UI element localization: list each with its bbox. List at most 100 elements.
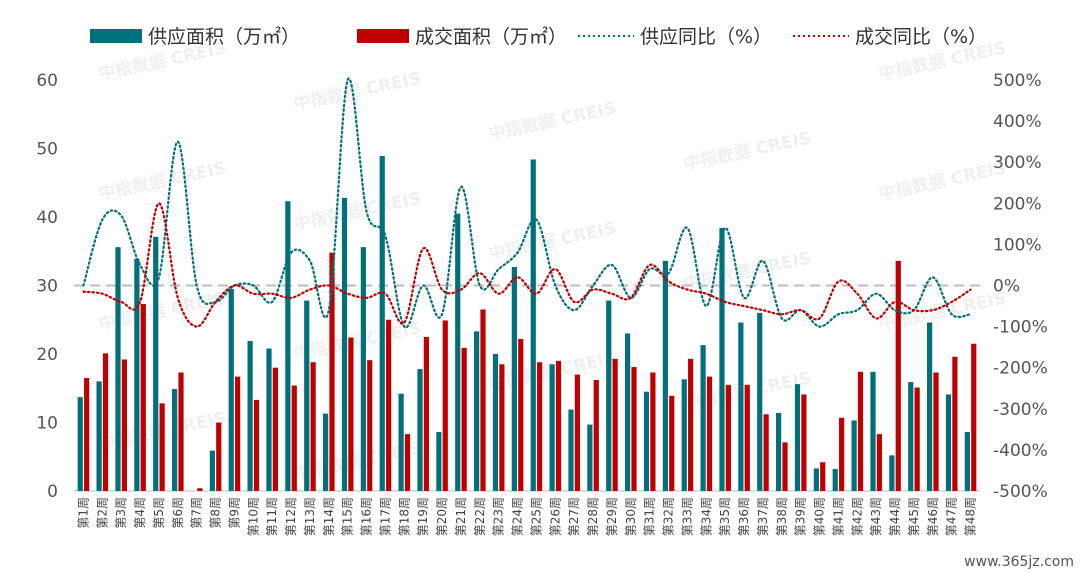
supply-bar bbox=[247, 340, 253, 491]
supply-bar bbox=[172, 388, 178, 491]
supply-bar bbox=[700, 345, 706, 491]
x-tick-label: 第25周 bbox=[529, 497, 543, 536]
deal-bar bbox=[933, 372, 939, 491]
x-tick-label: 第9周 bbox=[227, 497, 241, 529]
supply-bar bbox=[681, 379, 687, 491]
x-tick-label: 第17周 bbox=[378, 497, 392, 536]
x-tick-label: 第43周 bbox=[869, 497, 883, 536]
legend-entry: 供应同比（%） bbox=[578, 26, 772, 48]
deal-bar bbox=[820, 462, 826, 491]
watermark-text: 中指数据 CREIS bbox=[97, 157, 228, 205]
deal-bar bbox=[367, 360, 373, 491]
supply-bar bbox=[266, 348, 272, 491]
bars bbox=[77, 156, 977, 492]
supply-bar bbox=[304, 300, 310, 491]
deal-bar bbox=[442, 320, 448, 491]
supply-bar bbox=[323, 413, 329, 491]
supply-bar bbox=[96, 381, 102, 491]
deal-bar bbox=[253, 399, 260, 491]
supply-bar bbox=[360, 247, 366, 491]
supply-bar bbox=[625, 333, 631, 491]
deal-bar bbox=[461, 347, 467, 491]
site-label: www.365jz.com bbox=[964, 554, 1074, 570]
x-tick-label: 第1周 bbox=[76, 497, 90, 529]
supply-yoy-line bbox=[82, 77, 972, 329]
x-tick-label: 第39周 bbox=[794, 497, 808, 536]
supply-bar bbox=[662, 260, 668, 491]
supply-bar bbox=[964, 432, 970, 491]
y-right-tick-label: 500% bbox=[993, 71, 1042, 91]
deal-bar bbox=[650, 372, 656, 491]
x-tick-label: 第16周 bbox=[360, 497, 374, 536]
supply-bar bbox=[474, 331, 480, 491]
x-tick-label: 第19周 bbox=[416, 497, 430, 536]
x-tick-label: 第26周 bbox=[548, 497, 562, 536]
deal-bar bbox=[310, 362, 316, 491]
axes: 0 10 20 30 40 50 60 -500% -400% -300% -200% -100% 0%… bbox=[36, 71, 1047, 502]
x-tick-label: 第37周 bbox=[756, 497, 770, 536]
supply-bar bbox=[398, 393, 404, 491]
deal-bar bbox=[744, 384, 750, 491]
y-left-tick-label: 40 bbox=[36, 208, 58, 228]
supply-bar bbox=[341, 197, 348, 491]
supply-bar bbox=[455, 213, 461, 491]
x-tick-label: 第24周 bbox=[511, 497, 525, 536]
deal-bar bbox=[631, 367, 637, 491]
x-tick-label: 第42周 bbox=[850, 497, 864, 536]
x-tick-label: 第30周 bbox=[624, 497, 638, 536]
x-tick-label: 第35周 bbox=[718, 497, 732, 536]
x-tick-label: 第15周 bbox=[341, 497, 355, 536]
x-tick-label: 第38周 bbox=[775, 497, 789, 536]
y-right-tick-label: -500% bbox=[993, 482, 1048, 502]
supply-bar bbox=[851, 420, 857, 491]
x-tick-label: 第47周 bbox=[945, 497, 959, 536]
deal-bar bbox=[121, 359, 127, 491]
legend-label: 供应面积（万㎡） bbox=[148, 25, 300, 48]
legend-entry: 成交同比（%） bbox=[793, 26, 987, 48]
x-tick-label: 第20周 bbox=[435, 497, 449, 536]
y-left-tick-label: 30 bbox=[36, 277, 58, 297]
x-tick-label: 第46周 bbox=[926, 497, 940, 536]
deal-bar bbox=[518, 338, 524, 491]
deal-bar bbox=[612, 358, 618, 491]
y-right-tick-label: 400% bbox=[993, 112, 1042, 132]
x-tick-label: 第40周 bbox=[813, 497, 827, 536]
y-right-tick-label: -200% bbox=[993, 359, 1048, 379]
deal-bar bbox=[404, 434, 411, 491]
y-left-tick-label: 50 bbox=[36, 140, 58, 160]
y-right-tick-label: 300% bbox=[993, 153, 1042, 173]
deal-bar bbox=[839, 417, 845, 491]
deal-bar bbox=[386, 319, 392, 491]
supply-bar bbox=[945, 394, 952, 491]
watermark-text: 中指数据 CREIS bbox=[682, 247, 813, 295]
deal-bar bbox=[197, 488, 203, 491]
x-tick-label: 第21周 bbox=[454, 497, 468, 536]
lines bbox=[82, 77, 972, 329]
x-tick-label: 第29周 bbox=[605, 497, 619, 536]
deal-bar bbox=[178, 372, 184, 491]
watermark-text: 中指数据 CREIS bbox=[292, 67, 423, 115]
deal-bar bbox=[801, 394, 807, 491]
legend-label: 成交面积（万㎡） bbox=[415, 25, 567, 48]
y-left-tick-label: 10 bbox=[36, 414, 58, 434]
supply-bar bbox=[832, 469, 838, 491]
y-right-tick-label: -300% bbox=[993, 400, 1048, 420]
x-tick-label: 第13周 bbox=[303, 497, 317, 536]
supply-bar bbox=[436, 432, 442, 491]
supply-bar bbox=[719, 227, 725, 491]
x-tick-label: 第27周 bbox=[567, 497, 581, 536]
x-tick-label: 第7周 bbox=[190, 497, 204, 529]
legend-label: 供应同比（%） bbox=[640, 26, 772, 48]
legend-swatch-bar bbox=[90, 29, 142, 43]
x-tick-label: 第41周 bbox=[831, 497, 845, 536]
watermark-text: 中指数据 CREIS bbox=[487, 97, 618, 145]
deal-bar bbox=[102, 353, 109, 491]
supply-bar bbox=[757, 312, 763, 491]
x-tick-label: 第3周 bbox=[114, 497, 128, 529]
x-tick-label: 第18周 bbox=[397, 497, 411, 536]
x-tick-label: 第34周 bbox=[699, 497, 713, 536]
deal-bar bbox=[499, 364, 505, 491]
watermark-text: 中指数据 CREIS bbox=[682, 127, 813, 175]
deal-bar bbox=[914, 387, 920, 491]
